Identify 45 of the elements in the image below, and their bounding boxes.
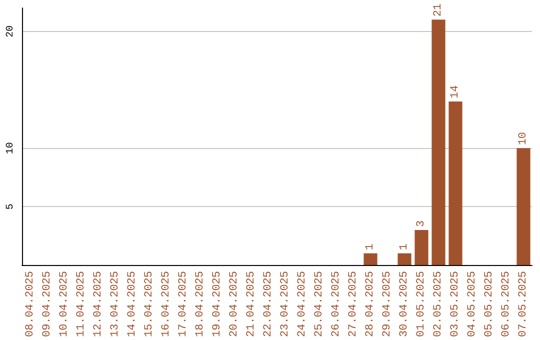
data-label: 10: [518, 132, 530, 146]
x-tick-label: 15.04.2025: [144, 270, 156, 338]
x-tick-label: 25.04.2025: [314, 270, 326, 338]
x-tick-label: 28.04.2025: [364, 270, 376, 338]
x-tick-label: 05.05.2025: [484, 270, 496, 338]
data-label: 1: [364, 243, 376, 250]
data-label: 14: [450, 84, 462, 98]
x-tick-label: 03.05.2025: [450, 270, 462, 338]
bar: [414, 230, 428, 265]
x-tick-label: 07.05.2025: [518, 270, 530, 338]
x-tick-label: 26.04.2025: [330, 270, 342, 338]
y-tick-label: 10: [6, 142, 16, 154]
x-tick-label: 19.04.2025: [212, 270, 224, 338]
bar: [448, 101, 462, 265]
x-tick-label: 10.04.2025: [58, 270, 70, 338]
data-label: 3: [416, 220, 428, 227]
x-tick-label: 21.04.2025: [246, 270, 258, 338]
data-label: 21: [432, 3, 444, 17]
bar: [516, 148, 530, 265]
x-tick-label: 27.04.2025: [348, 270, 360, 338]
x-tick-label: 13.04.2025: [110, 270, 122, 338]
y-tick-label: 5: [6, 204, 16, 210]
x-tick-label: 20.04.2025: [228, 270, 240, 338]
x-tick-label: 17.04.2025: [178, 270, 190, 338]
x-tick-label: 02.05.2025: [432, 270, 444, 338]
x-tick-label: 16.04.2025: [160, 270, 172, 338]
x-tick-label: 06.05.2025: [500, 270, 512, 338]
x-tick-label: 30.04.2025: [398, 270, 410, 338]
y-tick-label: 20: [6, 25, 16, 38]
x-tick-label: 09.04.2025: [42, 270, 54, 338]
data-label: 1: [398, 243, 410, 250]
x-tick-label: 12.04.2025: [92, 270, 104, 338]
bar: [398, 253, 412, 265]
x-tick-label: 14.04.2025: [126, 270, 138, 338]
x-tick-label: 04.05.2025: [466, 270, 478, 338]
x-tick-label: 23.04.2025: [280, 270, 292, 338]
x-tick-label: 29.04.2025: [382, 270, 394, 338]
x-tick-label: 11.04.2025: [76, 270, 88, 338]
bar: [432, 20, 446, 265]
bar: [364, 253, 378, 265]
x-tick-label: 18.04.2025: [194, 270, 206, 338]
x-tick-label: 22.04.2025: [262, 270, 274, 338]
x-tick-label: 08.04.2025: [24, 270, 36, 338]
x-tick-label: 24.04.2025: [296, 270, 308, 338]
x-tick-label: 01.05.2025: [416, 270, 428, 338]
